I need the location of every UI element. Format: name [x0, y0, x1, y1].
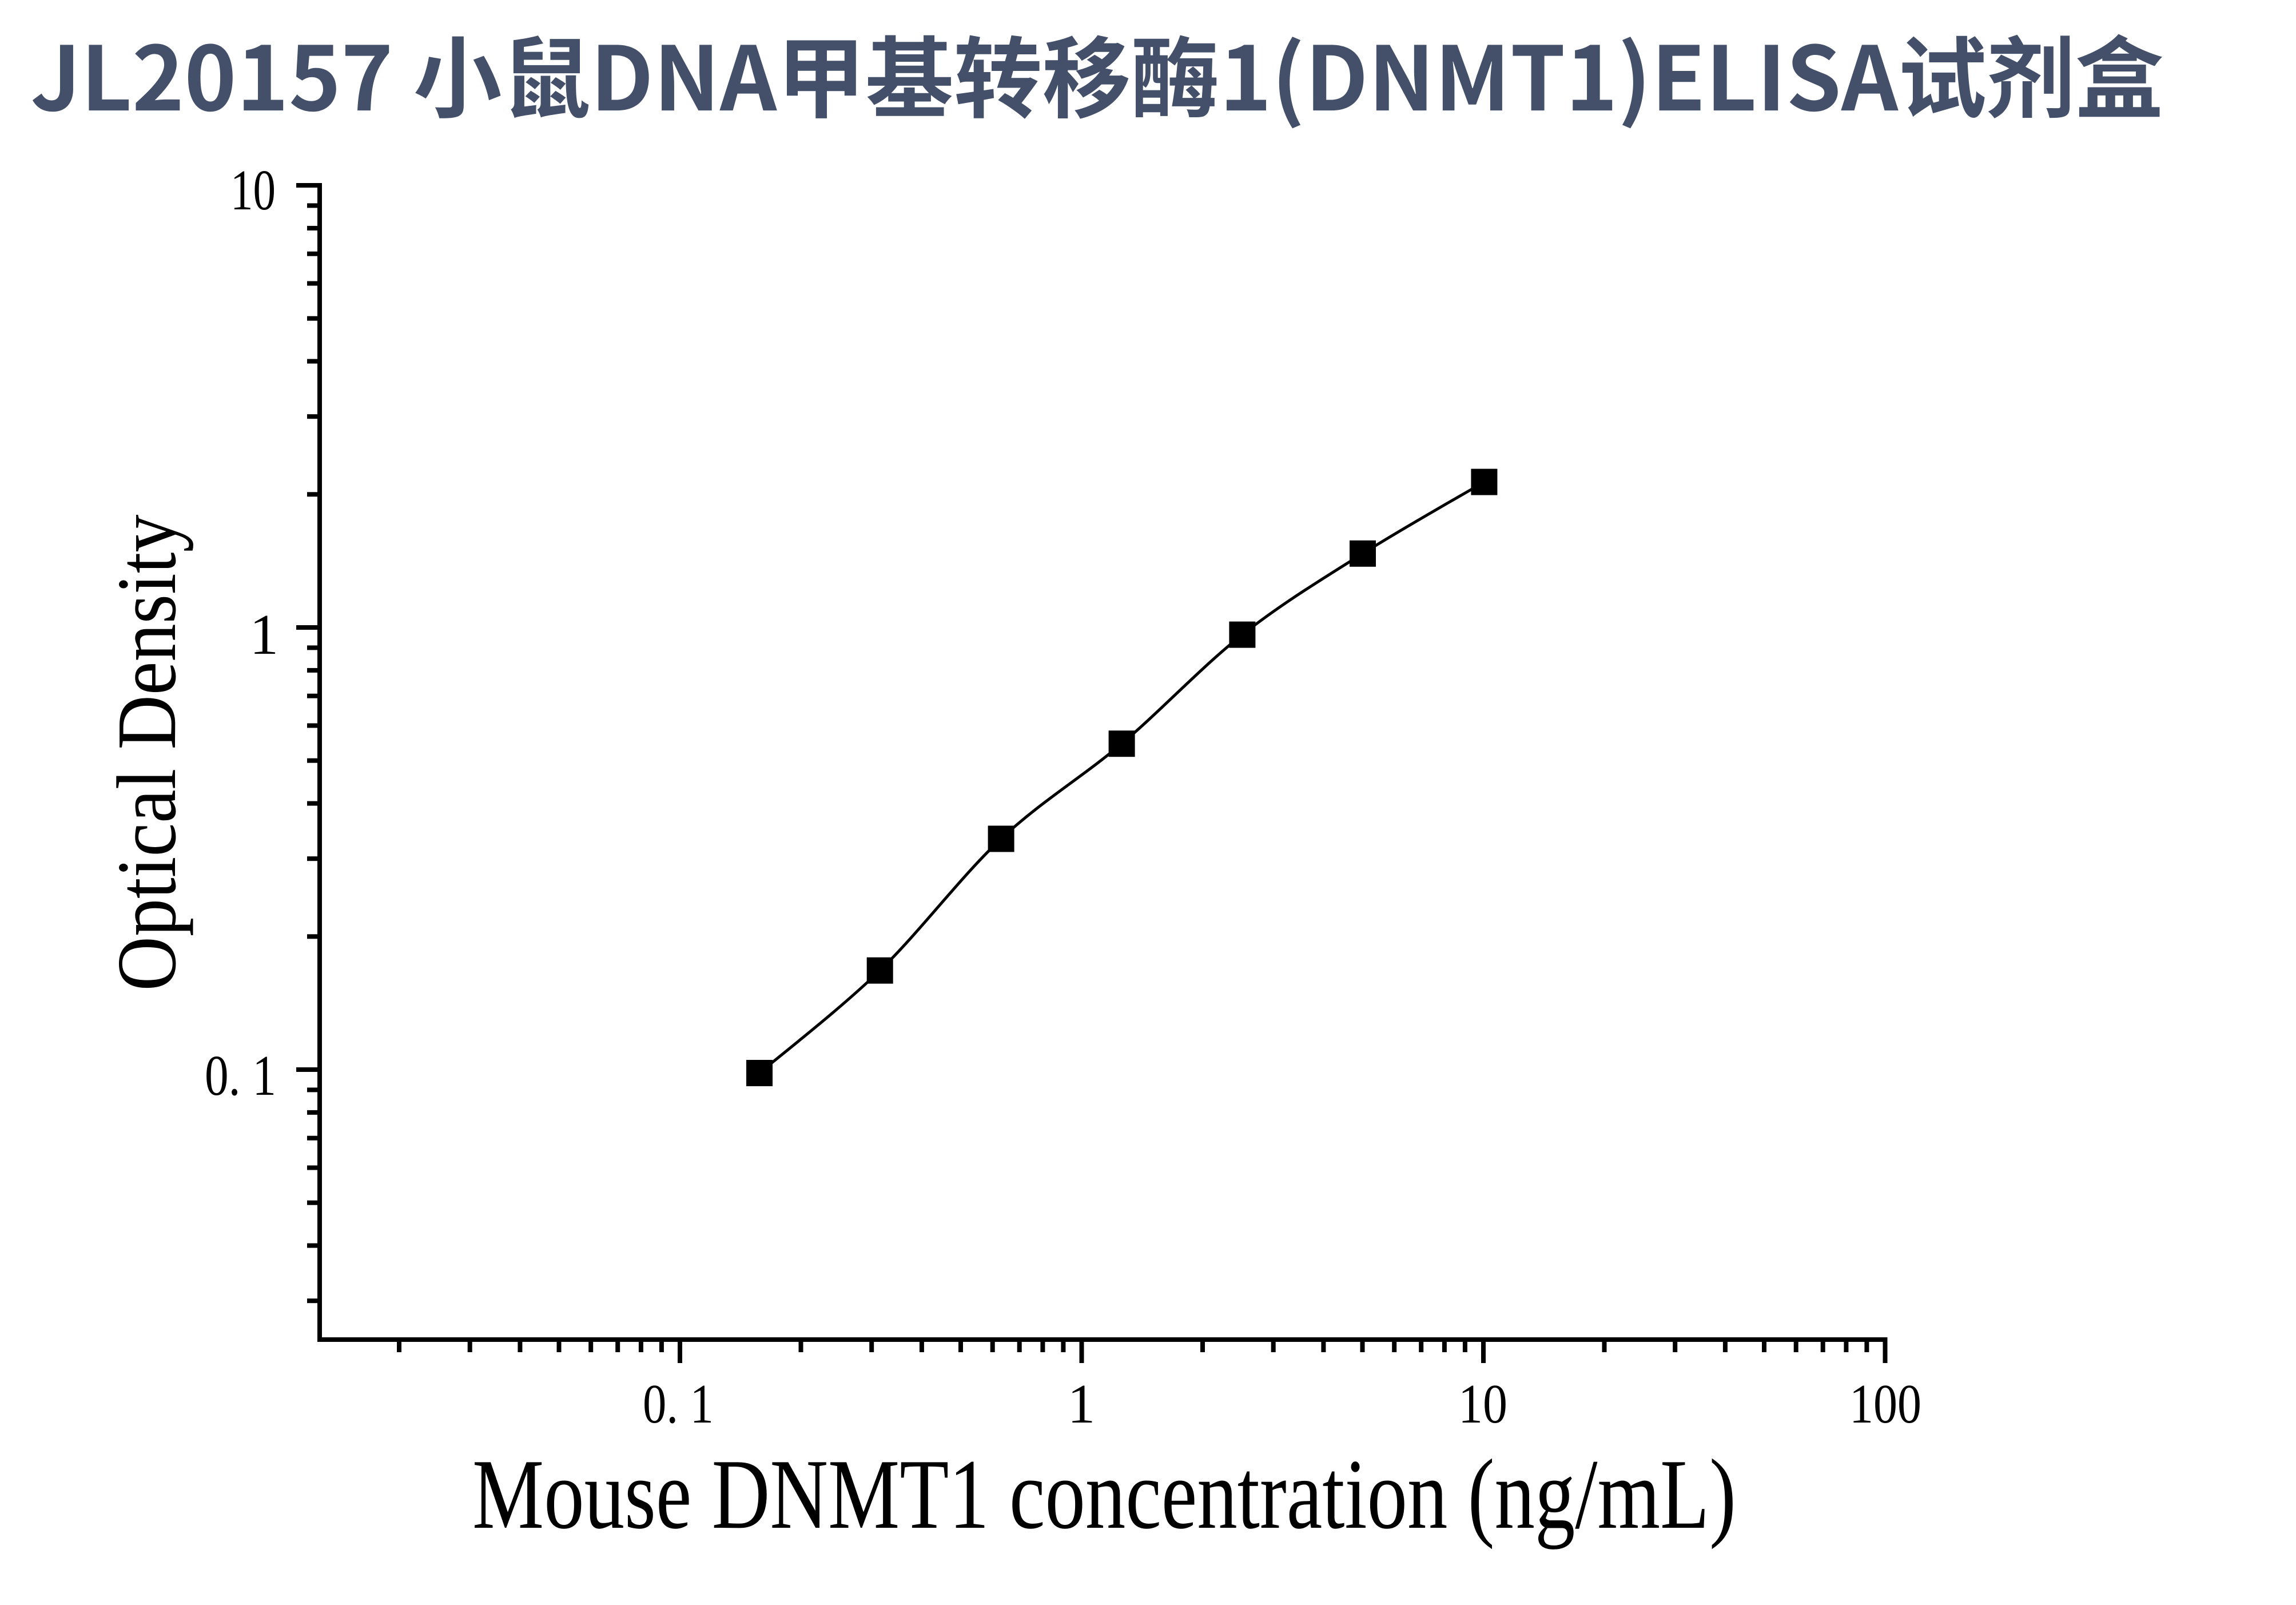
- svg-text:0. 1: 0. 1: [643, 1373, 714, 1435]
- svg-text:1: 1: [250, 602, 279, 666]
- svg-text:10: 10: [230, 158, 276, 222]
- svg-text:Mouse DNMT1 concentration (ng/: Mouse DNMT1 concentration (ng/mL): [472, 1439, 1736, 1550]
- svg-text:10: 10: [1458, 1373, 1507, 1435]
- svg-text:100: 100: [1849, 1373, 1921, 1435]
- svg-text:1: 1: [1068, 1373, 1096, 1435]
- svg-text:Optical Density: Optical Density: [100, 515, 194, 991]
- svg-text:0. 1: 0. 1: [205, 1043, 276, 1107]
